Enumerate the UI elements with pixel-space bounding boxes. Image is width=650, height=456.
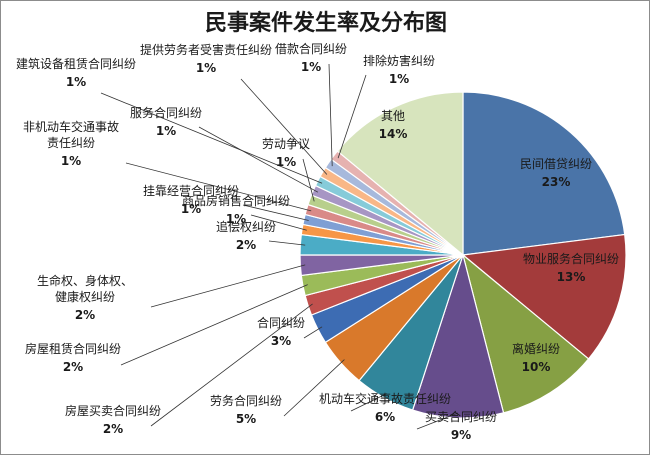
slice-label: 房屋买卖合同纠纷 2% <box>65 403 161 436</box>
slice-category-label: 物业服务合同纠纷 <box>523 251 619 266</box>
slice-label: 离婚纠纷 10% <box>512 341 560 374</box>
slice-label: 机动车交通事故责任纠纷 6% <box>319 391 451 424</box>
slice-label: 借款合同纠纷 1% <box>275 41 347 74</box>
slice-percent-label: 5% <box>236 412 256 426</box>
slice-category-label: 买卖合同纠纷 <box>425 409 497 424</box>
slice-percent-label: 10% <box>522 360 551 374</box>
slice-percent-label: 1% <box>226 212 246 226</box>
slice-category-label: 合同纠纷 <box>257 315 305 330</box>
slice-category-label: 健康权纠纷 <box>55 289 115 304</box>
slice-category-label: 排除妨害纠纷 <box>363 53 435 68</box>
slice-percent-label: 1% <box>276 155 296 169</box>
slice-category-label: 离婚纠纷 <box>512 341 560 356</box>
slice-category-label: 服务合同纠纷 <box>130 105 202 120</box>
pie-slice <box>461 233 627 360</box>
slice-percent-label: 14% <box>379 127 408 141</box>
slice-label: 追偿权纠纷 2% <box>216 219 276 252</box>
chart-title: 民事案件发生率及分布图 <box>204 10 447 36</box>
slice-label: 合同纠纷 3% <box>257 315 305 348</box>
leader-line <box>250 214 307 231</box>
slice-label: 挂靠经营合同纠纷 1% <box>143 183 239 216</box>
leader-line <box>240 78 328 175</box>
leader-line <box>283 359 345 417</box>
slice-category-label: 责任纠纷 <box>47 136 95 150</box>
leader-line <box>198 126 319 193</box>
leader-line <box>337 74 367 159</box>
slice-label: 建筑设备租赁合同纠纷 1% <box>16 56 136 89</box>
slice-label: 物业服务合同纠纷 13% <box>523 251 619 284</box>
slice-category-label: 建筑设备租赁合同纠纷 <box>16 56 136 71</box>
slice-percent-label: 9% <box>451 428 471 442</box>
slice-label: 房屋租赁合同纠纷 2% <box>25 341 121 374</box>
slice-category-label: 非机动车交通事故 <box>23 119 119 134</box>
slice-label: 劳动争议 1% <box>262 137 310 169</box>
slice-percent-label: 1% <box>66 75 86 89</box>
slice-category-label: 其他 <box>381 109 405 123</box>
slice-percent-label: 1% <box>181 202 201 216</box>
slice-label: 买卖合同纠纷 9% <box>425 409 497 442</box>
slice-percent-label: 6% <box>375 410 395 424</box>
slice-percent-label: 3% <box>271 334 291 348</box>
slice-label: 其他 14% <box>379 109 408 141</box>
slice-label: 劳务合同纠纷 5% <box>210 393 282 426</box>
slice-percent-label: 1% <box>196 61 216 75</box>
leader-line <box>302 158 315 202</box>
slice-category-label: 劳动争议 <box>262 137 310 151</box>
slice-percent-label: 1% <box>156 124 176 138</box>
leader-line <box>125 162 312 212</box>
slice-category-label: 商品房销售合同纠纷 <box>182 193 290 208</box>
slice-percent-label: 23% <box>542 175 571 189</box>
slice-category-label: 民间借贷纠纷 <box>520 157 592 171</box>
slice-category-label: 生命权、身体权、 <box>37 273 133 288</box>
pie-slice <box>462 91 626 256</box>
leader-line <box>416 412 459 430</box>
slice-percent-label: 2% <box>75 308 95 322</box>
slice-percent-label: 13% <box>557 270 586 284</box>
slice-category-label: 挂靠经营合同纠纷 <box>143 183 239 198</box>
slice-percent-label: 2% <box>103 422 123 436</box>
leader-line <box>242 204 309 221</box>
slice-percent-label: 1% <box>301 60 321 74</box>
slice-category-label: 劳务合同纠纷 <box>210 393 282 408</box>
leader-line <box>268 240 306 246</box>
slice-percent-label: 1% <box>389 72 409 86</box>
slice-category-label: 机动车交通事故责任纠纷 <box>319 391 451 406</box>
slice-percent-label: 2% <box>236 238 256 252</box>
slice-category-label: 追偿权纠纷 <box>216 219 276 234</box>
slice-category-label: 房屋租赁合同纠纷 <box>25 341 121 356</box>
slice-percent-label: 2% <box>63 360 83 374</box>
pie-slice <box>411 252 505 419</box>
leader-line <box>150 303 313 427</box>
slice-label: 民间借贷纠纷 23% <box>520 157 592 189</box>
slice-category-label: 房屋买卖合同纠纷 <box>65 403 161 418</box>
slice-category-label: 提供劳务者受害责任纠纷 <box>140 42 272 57</box>
slice-label: 生命权、身体权、健康权纠纷 2% <box>37 273 133 322</box>
slice-percent-label: 1% <box>61 154 81 168</box>
leader-line <box>100 92 323 184</box>
leader-line <box>120 284 308 366</box>
slice-label: 提供劳务者受害责任纠纷 1% <box>140 42 272 75</box>
slice-label: 排除妨害纠纷 1% <box>363 53 435 86</box>
leader-line <box>303 326 323 339</box>
slice-label: 服务合同纠纷 1% <box>130 105 202 138</box>
pie-slice <box>461 253 590 414</box>
leader-line <box>350 393 387 412</box>
leader-line <box>150 264 306 308</box>
pie-slice <box>336 91 464 257</box>
leader-line <box>328 63 333 167</box>
slice-category-label: 借款合同纠纷 <box>275 41 347 56</box>
